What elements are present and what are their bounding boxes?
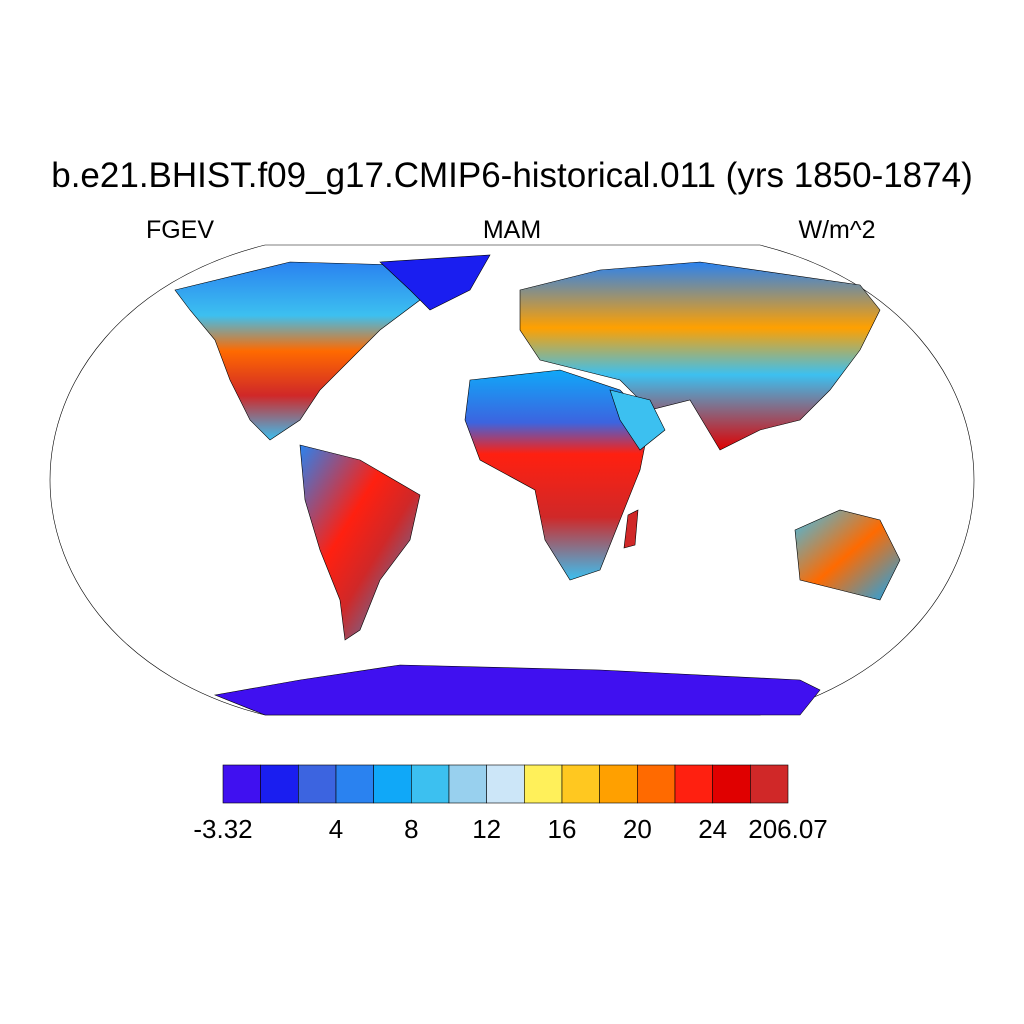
africa	[464, 369, 651, 581]
colorbar: -3.32 4 8 12 16 20 24 206.07	[193, 764, 828, 844]
colorbar-label: 20	[623, 814, 652, 844]
colorbar-label: 24	[698, 814, 727, 844]
antarctica	[213, 664, 821, 716]
colorbar-box	[222, 764, 261, 804]
colorbar-label: -3.32	[193, 814, 252, 844]
title: b.e21.BHIST.f09_g17.CMIP6-historical.011…	[51, 156, 973, 195]
center-label: MAM	[483, 216, 541, 244]
colorbar-box	[373, 764, 412, 804]
colorbar-box	[486, 764, 525, 804]
south-america	[299, 444, 421, 641]
map	[49, 244, 975, 716]
colorbar-box	[561, 764, 600, 804]
greenland	[379, 254, 491, 311]
colorbar-box	[524, 764, 563, 804]
colorbar-box	[637, 764, 676, 804]
colorbar-label: 16	[548, 814, 577, 844]
madagascar	[623, 509, 639, 549]
colorbar-box	[750, 764, 789, 804]
left-label: FGEV	[146, 216, 214, 244]
colorbar-label: 8	[404, 814, 418, 844]
eurasia	[519, 261, 881, 451]
units-label: W/m^2	[798, 216, 875, 244]
colorbar-box	[298, 764, 337, 804]
arabia	[609, 389, 666, 451]
colorbar-label: 12	[472, 814, 501, 844]
australia	[794, 509, 901, 601]
colorbar-label: 4	[329, 814, 343, 844]
colorbar-label: 206.07	[748, 814, 828, 844]
colorbar-box	[599, 764, 638, 804]
colorbar-box	[712, 764, 751, 804]
colorbar-box	[448, 764, 487, 804]
colorbar-box	[674, 764, 713, 804]
colorbar-box	[335, 764, 374, 804]
colorbar-box	[260, 764, 299, 804]
colorbar-box	[411, 764, 450, 804]
